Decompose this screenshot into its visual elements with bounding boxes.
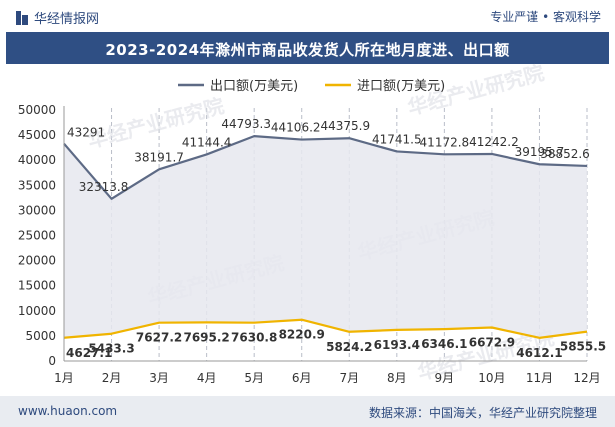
import-data-label: 6346.1 — [421, 337, 467, 351]
import-data-label: 4627.1 — [66, 346, 112, 360]
y-tick-label: 5000 — [25, 329, 56, 343]
y-tick-label: 30000 — [18, 203, 56, 217]
import-data-label: 6193.4 — [374, 338, 420, 352]
y-tick-label: 0 — [48, 354, 56, 368]
import-data-label: 7627.2 — [136, 331, 182, 345]
areas — [64, 136, 587, 338]
chart-title: 2023-2024年滁州市商品收发货人所在地月度进、出口额 — [105, 41, 510, 59]
x-tick-label: 12月 — [573, 371, 600, 385]
export-data-label: 41741.5 — [372, 132, 422, 146]
export-data-label: 41144.4 — [182, 135, 232, 149]
brand[interactable]: 华经情报网 — [16, 8, 99, 27]
import-data-label: 5824.2 — [326, 340, 372, 354]
import-data-label: 8220.9 — [279, 328, 325, 342]
footer: www.huaon.com 数据来源：中国海关，华经产业研究院整理 — [0, 396, 615, 427]
title-bar: 2023-2024年滁州市商品收发货人所在地月度进、出口额 — [6, 32, 609, 64]
legend-export-label: 出口额(万美元) — [210, 79, 298, 94]
import-data-label: 5855.5 — [560, 340, 606, 354]
import-data-label: 4612.1 — [516, 346, 562, 360]
import-data-label: 7695.2 — [183, 330, 229, 344]
tagline: 专业严谨 • 客观科学 — [490, 10, 601, 24]
x-tick-label: 8月 — [387, 371, 407, 385]
export-data-label: 32313.8 — [79, 180, 129, 194]
legend[interactable]: 出口额(万美元) 进口额(万美元) — [178, 79, 445, 94]
export-line — [63, 135, 588, 200]
import-data-label: 5433.3 — [88, 342, 134, 356]
x-tick-label: 1月 — [54, 371, 74, 385]
x-tick-label: 5月 — [244, 371, 264, 385]
area-between-series — [64, 136, 587, 338]
y-tick-label: 40000 — [18, 153, 56, 167]
x-tick-label: 9月 — [435, 371, 455, 385]
line-chart: 华经产业研究院华经产业研究院华经产业研究院华经产业研究院华经产业研究院 0500… — [18, 60, 606, 385]
y-tick-label: 50000 — [18, 103, 56, 117]
top-bar: 华经情报网 专业严谨 • 客观科学 — [0, 0, 615, 32]
y-tick-label: 45000 — [18, 128, 56, 142]
export-data-label: 41242.2 — [469, 135, 519, 149]
y-tick-label: 20000 — [18, 254, 56, 268]
export-data-label: 43291 — [67, 126, 105, 140]
y-tick-label: 25000 — [18, 229, 56, 243]
export-data-label: 41172.8 — [420, 135, 470, 149]
export-data-label: 39195.7 — [515, 145, 565, 159]
logo-icon — [16, 11, 28, 25]
export-data-label: 44793.3 — [221, 117, 271, 131]
x-tick-label: 4月 — [197, 371, 217, 385]
import-data-label: 6672.9 — [469, 336, 515, 350]
x-tick-label: 10月 — [478, 371, 505, 385]
export-data-label: 44375.9 — [320, 119, 370, 133]
export-data-label: 38191.7 — [134, 150, 184, 164]
x-tick-label: 11月 — [526, 371, 553, 385]
brand-name: 华经情报网 — [34, 12, 100, 27]
export-data-label: 44106.2 — [271, 121, 321, 135]
axes: 0 5000 10000 15000 20000 25000 30000 35000 40000… — [18, 103, 601, 385]
export-data-label: 38852.6 — [540, 147, 590, 161]
import-line — [63, 318, 588, 339]
x-tick-label: 6月 — [292, 371, 312, 385]
y-tick-label: 15000 — [18, 279, 56, 293]
y-tick-label: 10000 — [18, 304, 56, 318]
footer-url[interactable]: www.huaon.com — [18, 404, 118, 418]
x-tick-label: 2月 — [102, 371, 122, 385]
import-data-label: 7630.8 — [231, 331, 277, 345]
y-tick-label: 35000 — [18, 178, 56, 192]
x-tick-label: 3月 — [149, 371, 169, 385]
legend-import-label: 进口额(万美元) — [357, 79, 445, 94]
footer-source: 数据来源：中国海关，华经产业研究院整理 — [368, 406, 597, 420]
x-tick-label: 7月 — [339, 371, 359, 385]
